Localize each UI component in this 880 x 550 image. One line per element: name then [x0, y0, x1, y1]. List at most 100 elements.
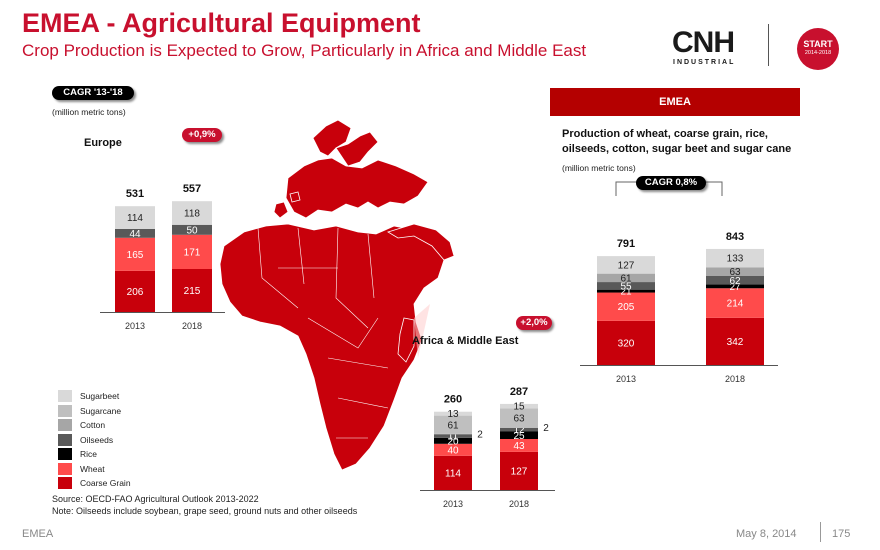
bar-segment-coarse-grain: [115, 270, 155, 312]
legend-swatch: [58, 462, 72, 475]
data-label: 214: [727, 299, 744, 310]
data-label: 133: [727, 254, 744, 265]
footer-date: May 8, 2014: [736, 528, 797, 540]
data-label: 320: [618, 338, 635, 349]
cagr-period-badge: CAGR '13-'18: [52, 86, 134, 100]
x-tick-label: 2018: [725, 374, 745, 384]
bar-segment-cotton: [434, 433, 472, 435]
europe-title: Europe: [84, 137, 122, 149]
legend-label: Oilseeds: [80, 434, 114, 445]
africa-me-cagr-badge: +2,0%: [516, 316, 552, 330]
data-label: 15: [513, 402, 525, 413]
data-label: 114: [127, 213, 143, 224]
bar-segment-oilseeds: [500, 427, 538, 432]
legend-swatch: [58, 448, 72, 460]
bar-segment-oilseeds: [706, 275, 764, 285]
bar-segment-coarse-grain: [706, 317, 764, 365]
emea-map: [219, 119, 455, 471]
bar-total-label: 287: [510, 386, 528, 398]
legend-swatch: [58, 433, 72, 446]
europe-chart: 206 165 44 114 531 2013 215 171 50 118 557 2018: [100, 183, 225, 331]
bar-segment-sugarbeet: [597, 256, 655, 274]
legend-label: Coarse Grain: [80, 478, 131, 488]
emea-banner: EMEA: [550, 88, 800, 116]
data-label-outside: 2: [543, 423, 549, 434]
data-label: 11: [448, 432, 459, 443]
bar-segment-oilseeds: [115, 229, 155, 238]
legend-label: Rice: [80, 449, 98, 459]
data-label-outside: 2: [477, 430, 483, 441]
data-label: 165: [127, 250, 144, 261]
logo-sub-text: INDUSTRIAL: [673, 59, 736, 66]
bar-segment-sugarcane: [434, 415, 472, 434]
bar-total-label: 531: [126, 188, 144, 200]
data-label: 25: [513, 431, 525, 442]
map-landmass: [219, 119, 455, 471]
bar-segment-wheat: [115, 237, 155, 271]
footer-divider: [820, 522, 821, 542]
data-label: 114: [445, 468, 461, 479]
cnh-logo: CNH INDUSTRIAL: [668, 22, 758, 70]
bar-total-label: 843: [726, 231, 744, 243]
bar-segment-wheat: [500, 439, 538, 452]
legend-label: Wheat: [80, 463, 105, 474]
bar-segment-sugarbeet: [706, 248, 764, 268]
bar-segment-oilseeds: [597, 282, 655, 290]
legend-label: Sugarbeet: [80, 391, 120, 401]
data-label: 342: [727, 337, 744, 348]
page-title: EMEA - Agricultural Equipment: [22, 8, 421, 38]
bar-segment-oilseeds: [434, 434, 472, 438]
europe-cagr-badge: +0,9%: [182, 128, 222, 142]
legend-swatch: [58, 419, 72, 431]
data-label: 27: [729, 282, 741, 293]
data-label: 21: [620, 287, 632, 298]
bar-segment-coarse-grain: [434, 455, 472, 490]
bar-segment-wheat: [597, 292, 655, 321]
data-label: 171: [184, 247, 201, 258]
oilseeds-note: Note: Oilseeds include soybean, grape se…: [52, 506, 358, 516]
data-label: 118: [184, 209, 200, 220]
bar-segment-sugarbeet: [172, 201, 212, 225]
bar-total-label: 260: [444, 394, 462, 406]
bar-segment-sugarbeet: [115, 206, 155, 229]
data-label: 50: [186, 225, 198, 236]
bar-total-label: 557: [183, 183, 201, 195]
data-label: 205: [618, 302, 635, 313]
legend-swatch: [58, 390, 72, 402]
bar-segment-coarse-grain: [172, 269, 212, 312]
bar-segment-sugarcane: [500, 408, 538, 428]
left-units-label: (million metric tons): [52, 107, 126, 117]
data-label: 44: [129, 229, 141, 240]
bar-segment-cotton: [500, 427, 538, 428]
data-label: 61: [620, 273, 632, 284]
logo-divider: [768, 24, 769, 66]
data-label: 13: [447, 409, 459, 420]
data-label: 61: [447, 420, 459, 431]
bar-segment-wheat: [172, 234, 212, 269]
data-label: 55: [620, 281, 632, 292]
emea-heading-line1: Production of wheat, coarse grain, rice,: [562, 128, 768, 140]
start-badge: START 2014-2018: [797, 28, 839, 70]
emea-heading-line2: oilseeds, cotton, sugar beet and sugar c…: [562, 143, 792, 155]
legend-swatch: [58, 404, 72, 417]
bar-segment-rice: [500, 431, 538, 439]
data-label: 127: [511, 466, 528, 477]
x-tick-label: 2018: [182, 321, 202, 331]
emea-cagr-badge: CAGR 0,8%: [636, 176, 706, 190]
data-label: 62: [729, 276, 741, 287]
footer-section: EMEA: [22, 528, 54, 540]
bar-segment-wheat: [706, 288, 764, 318]
legend-swatch: [58, 477, 72, 489]
data-label: 43: [513, 441, 525, 452]
map-stripe: [414, 304, 430, 358]
bar-segment-cotton: [597, 273, 655, 283]
africa-me-title: Africa & Middle East: [412, 335, 519, 347]
bar-segment-coarse-grain: [597, 320, 655, 365]
bar-segment-rice: [597, 289, 655, 293]
x-tick-label: 2013: [125, 321, 145, 331]
data-label: 63: [729, 267, 741, 278]
badge-bottom-text: 2014-2018: [804, 50, 832, 56]
page-subtitle: Crop Production is Expected to Grow, Par…: [22, 41, 587, 60]
